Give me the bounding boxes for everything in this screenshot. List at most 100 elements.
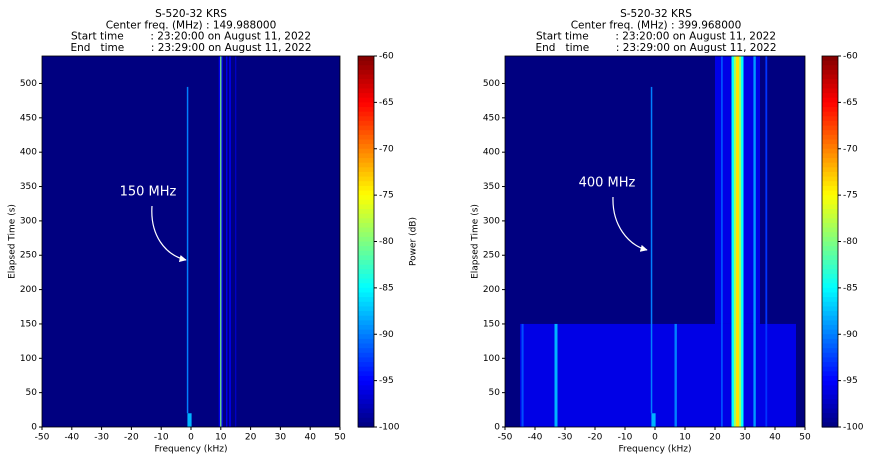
title-line: S-520-32 KRS xyxy=(620,8,692,20)
colorbar-swatch xyxy=(358,227,374,233)
colorbar-swatch xyxy=(822,120,838,127)
colorbar-swatch xyxy=(358,255,374,261)
colorbar-swatch xyxy=(358,134,374,141)
x-tick-label: -10 xyxy=(618,433,633,443)
x-tick-label: 50 xyxy=(799,433,811,443)
colorbar-swatch xyxy=(822,273,838,280)
colorbar-swatch xyxy=(822,153,838,159)
colorbar-tick-label: -80 xyxy=(843,237,858,247)
colorbar-tick-label: -85 xyxy=(379,283,394,293)
colorbar-swatch xyxy=(358,120,374,127)
colorbar-swatch xyxy=(358,352,374,359)
colorbar-swatch xyxy=(822,413,838,419)
x-axis-label: Frequency (kHz) xyxy=(618,445,691,455)
colorbar-swatch xyxy=(358,324,374,331)
colorbar-tick-label: -70 xyxy=(379,144,394,154)
colorbar-swatch xyxy=(358,301,374,308)
colorbar-swatch xyxy=(358,116,374,122)
x-tick-label: -50 xyxy=(498,433,513,443)
colorbar-swatch xyxy=(822,260,838,266)
x-tick-label: -20 xyxy=(124,433,139,443)
colorbar-swatch xyxy=(358,218,374,224)
colorbar-swatch xyxy=(358,190,374,196)
colorbar-swatch xyxy=(358,260,374,266)
colorbar-label: Power (dB) xyxy=(409,217,419,266)
title-line: Start time : 23:20:00 on August 11, 2022 xyxy=(536,31,776,43)
colorbar-tick-label: -80 xyxy=(379,237,394,247)
colorbar-swatch xyxy=(358,222,374,229)
colorbar-swatch xyxy=(822,107,838,113)
colorbar-swatch xyxy=(358,371,374,377)
spectral-band xyxy=(187,413,192,427)
colorbar-swatch xyxy=(822,338,838,345)
title-line: End time : 23:29:00 on August 11, 2022 xyxy=(70,42,311,54)
spectral-band xyxy=(765,56,768,427)
colorbar-swatch xyxy=(358,195,374,201)
colorbar-swatch xyxy=(358,375,374,382)
spectral-band xyxy=(220,56,222,427)
colorbar-swatch xyxy=(358,130,374,136)
colorbar-swatch xyxy=(358,88,374,94)
colorbar-swatch xyxy=(358,306,374,312)
colorbar-swatch xyxy=(358,107,374,113)
colorbar-swatch xyxy=(822,422,838,428)
colorbar-swatch xyxy=(822,190,838,196)
x-tick-label: -30 xyxy=(558,433,573,443)
y-tick-label: 350 xyxy=(20,182,37,192)
spectral-band xyxy=(736,56,739,427)
y-tick-label: 50 xyxy=(26,388,38,398)
y-tick-label: 300 xyxy=(20,216,37,226)
x-tick-label: 40 xyxy=(769,433,781,443)
colorbar-swatch xyxy=(822,278,838,284)
colorbar-swatch xyxy=(822,297,838,303)
colorbar-swatch xyxy=(822,134,838,141)
colorbar-swatch xyxy=(822,185,838,192)
colorbar-swatch xyxy=(358,158,374,164)
spectral-band xyxy=(753,56,756,427)
colorbar-swatch xyxy=(822,389,838,396)
colorbar-swatch xyxy=(822,222,838,229)
colorbar-swatch xyxy=(358,348,374,354)
colorbar-swatch xyxy=(358,315,374,321)
colorbar-swatch xyxy=(358,213,374,219)
colorbar-swatch xyxy=(822,144,838,150)
colorbar-swatch xyxy=(822,88,838,94)
spectral-band xyxy=(186,86,189,414)
y-axis-label: Elapsed Time (s) xyxy=(8,204,18,279)
y-tick-label: 50 xyxy=(489,388,501,398)
colorbar-tick-label: -65 xyxy=(379,98,394,108)
colorbar-swatch xyxy=(358,102,374,108)
colorbar-swatch xyxy=(358,297,374,303)
colorbar-swatch xyxy=(822,371,838,377)
colorbar-swatch xyxy=(358,283,374,289)
colorbar-tick-label: -70 xyxy=(843,144,858,154)
colorbar-tick-label: -85 xyxy=(843,283,858,293)
colorbar-swatch xyxy=(822,343,838,349)
colorbar-swatch xyxy=(822,417,838,423)
colorbar-swatch xyxy=(822,171,838,178)
colorbar-swatch xyxy=(822,306,838,312)
colorbar-tick-label: -95 xyxy=(843,376,858,386)
title-line: Center freq. (MHz) : 149.988000 xyxy=(106,19,277,31)
colorbar-swatch xyxy=(822,139,838,145)
colorbar-tick-label: -75 xyxy=(843,191,858,201)
colorbar-swatch xyxy=(822,93,838,99)
colorbar-swatch xyxy=(822,209,838,215)
colorbar-swatch xyxy=(822,74,838,80)
colorbar-swatch xyxy=(822,385,838,391)
colorbar-swatch xyxy=(358,162,374,168)
colorbar-swatch xyxy=(822,399,838,405)
y-tick-label: 200 xyxy=(20,285,37,295)
colorbar-swatch xyxy=(822,362,838,368)
colorbar-swatch xyxy=(358,343,374,349)
colorbar-swatch xyxy=(358,329,374,335)
colorbar-swatch xyxy=(822,324,838,331)
colorbar-swatch xyxy=(358,69,374,76)
colorbar-swatch xyxy=(822,394,838,400)
colorbar-swatch xyxy=(822,352,838,359)
colorbar-tick-label: -75 xyxy=(379,191,394,201)
colorbar-swatch xyxy=(822,148,838,154)
annotation: 150 MHz xyxy=(120,185,177,200)
colorbar-swatch xyxy=(358,167,374,173)
colorbar-swatch xyxy=(358,278,374,284)
